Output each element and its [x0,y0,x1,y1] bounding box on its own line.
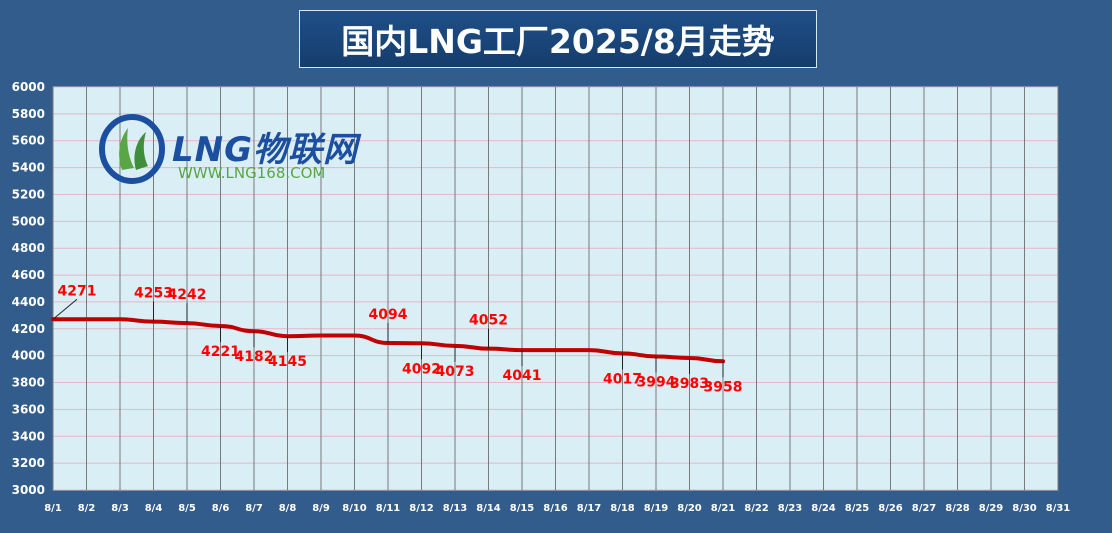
x-tick-label: 8/26 [878,503,903,514]
data-label-leader [52,298,78,320]
y-tick-label: 4400 [12,295,45,309]
x-tick-label: 8/28 [945,503,970,514]
data-label: 4073 [436,364,475,380]
data-label: 4052 [469,313,508,329]
y-tick-label: 6000 [12,80,45,94]
data-label: 4253 [134,286,173,302]
x-tick-label: 8/4 [145,503,163,514]
chart-title-box: 国内LNG工厂2025/8月走势 [299,10,817,68]
y-tick-label: 5600 [12,134,45,148]
x-tick-label: 8/22 [744,503,769,514]
y-tick-label: 5400 [12,161,45,175]
x-tick-label: 8/13 [443,503,468,514]
y-tick-label: 4200 [12,322,45,336]
chart-title: 国内LNG工厂2025/8月走势 [341,22,775,61]
y-tick-label: 4800 [12,241,45,255]
x-tick-label: 8/15 [510,503,535,514]
y-tick-label: 3800 [12,376,45,390]
x-tick-label: 8/20 [677,503,702,514]
logo-url: WWW.LNG168.COM [178,164,326,182]
logo: LNG物联网 WWW.LNG168.COM [98,112,378,186]
data-label: 3994 [637,374,676,390]
x-tick-label: 8/24 [811,503,836,514]
x-tick-label: 8/19 [644,503,669,514]
data-label: 4145 [268,354,307,370]
data-label: 3958 [704,379,743,395]
x-tick-label: 8/30 [1012,503,1037,514]
y-tick-label: 3400 [12,429,45,443]
x-tick-label: 8/7 [245,503,263,514]
x-tick-label: 8/29 [979,503,1004,514]
data-label: 4092 [402,361,441,377]
y-tick-label: 3200 [12,456,45,470]
y-tick-label: 5800 [12,107,45,121]
x-tick-label: 8/21 [711,503,736,514]
y-tick-label: 5000 [12,214,45,228]
logo-emblem-icon [99,114,165,184]
x-tick-label: 8/31 [1046,503,1071,514]
y-tick-label: 4600 [12,268,45,282]
x-tick-label: 8/25 [845,503,870,514]
x-tick-label: 8/27 [912,503,937,514]
x-tick-label: 8/11 [376,503,401,514]
x-tick-label: 8/18 [610,503,635,514]
x-tick-label: 8/8 [279,503,297,514]
x-tick-label: 8/10 [342,503,367,514]
data-label: 4271 [58,283,97,299]
x-tick-label: 8/3 [111,503,129,514]
data-label: 4221 [201,344,240,360]
data-label: 4182 [235,349,274,365]
x-tick-label: 8/1 [44,503,62,514]
x-tick-label: 8/2 [78,503,96,514]
data-label: 4094 [369,307,408,323]
x-tick-label: 8/16 [543,503,568,514]
x-tick-label: 8/12 [409,503,434,514]
y-tick-label: 3600 [12,402,45,416]
data-label: 4017 [603,371,642,387]
x-tick-label: 8/17 [577,503,602,514]
y-tick-label: 4000 [12,349,45,363]
x-tick-label: 8/9 [312,503,330,514]
x-tick-label: 8/14 [476,503,501,514]
data-label: 4041 [503,368,542,384]
data-label: 3983 [670,376,709,392]
y-tick-label: 3000 [12,483,45,497]
x-tick-label: 8/6 [212,503,230,514]
x-tick-label: 8/5 [178,503,196,514]
logo-name: LNG物联网 [172,130,359,170]
y-tick-label: 5200 [12,187,45,201]
data-label: 4242 [168,287,207,303]
x-tick-label: 8/23 [778,503,803,514]
